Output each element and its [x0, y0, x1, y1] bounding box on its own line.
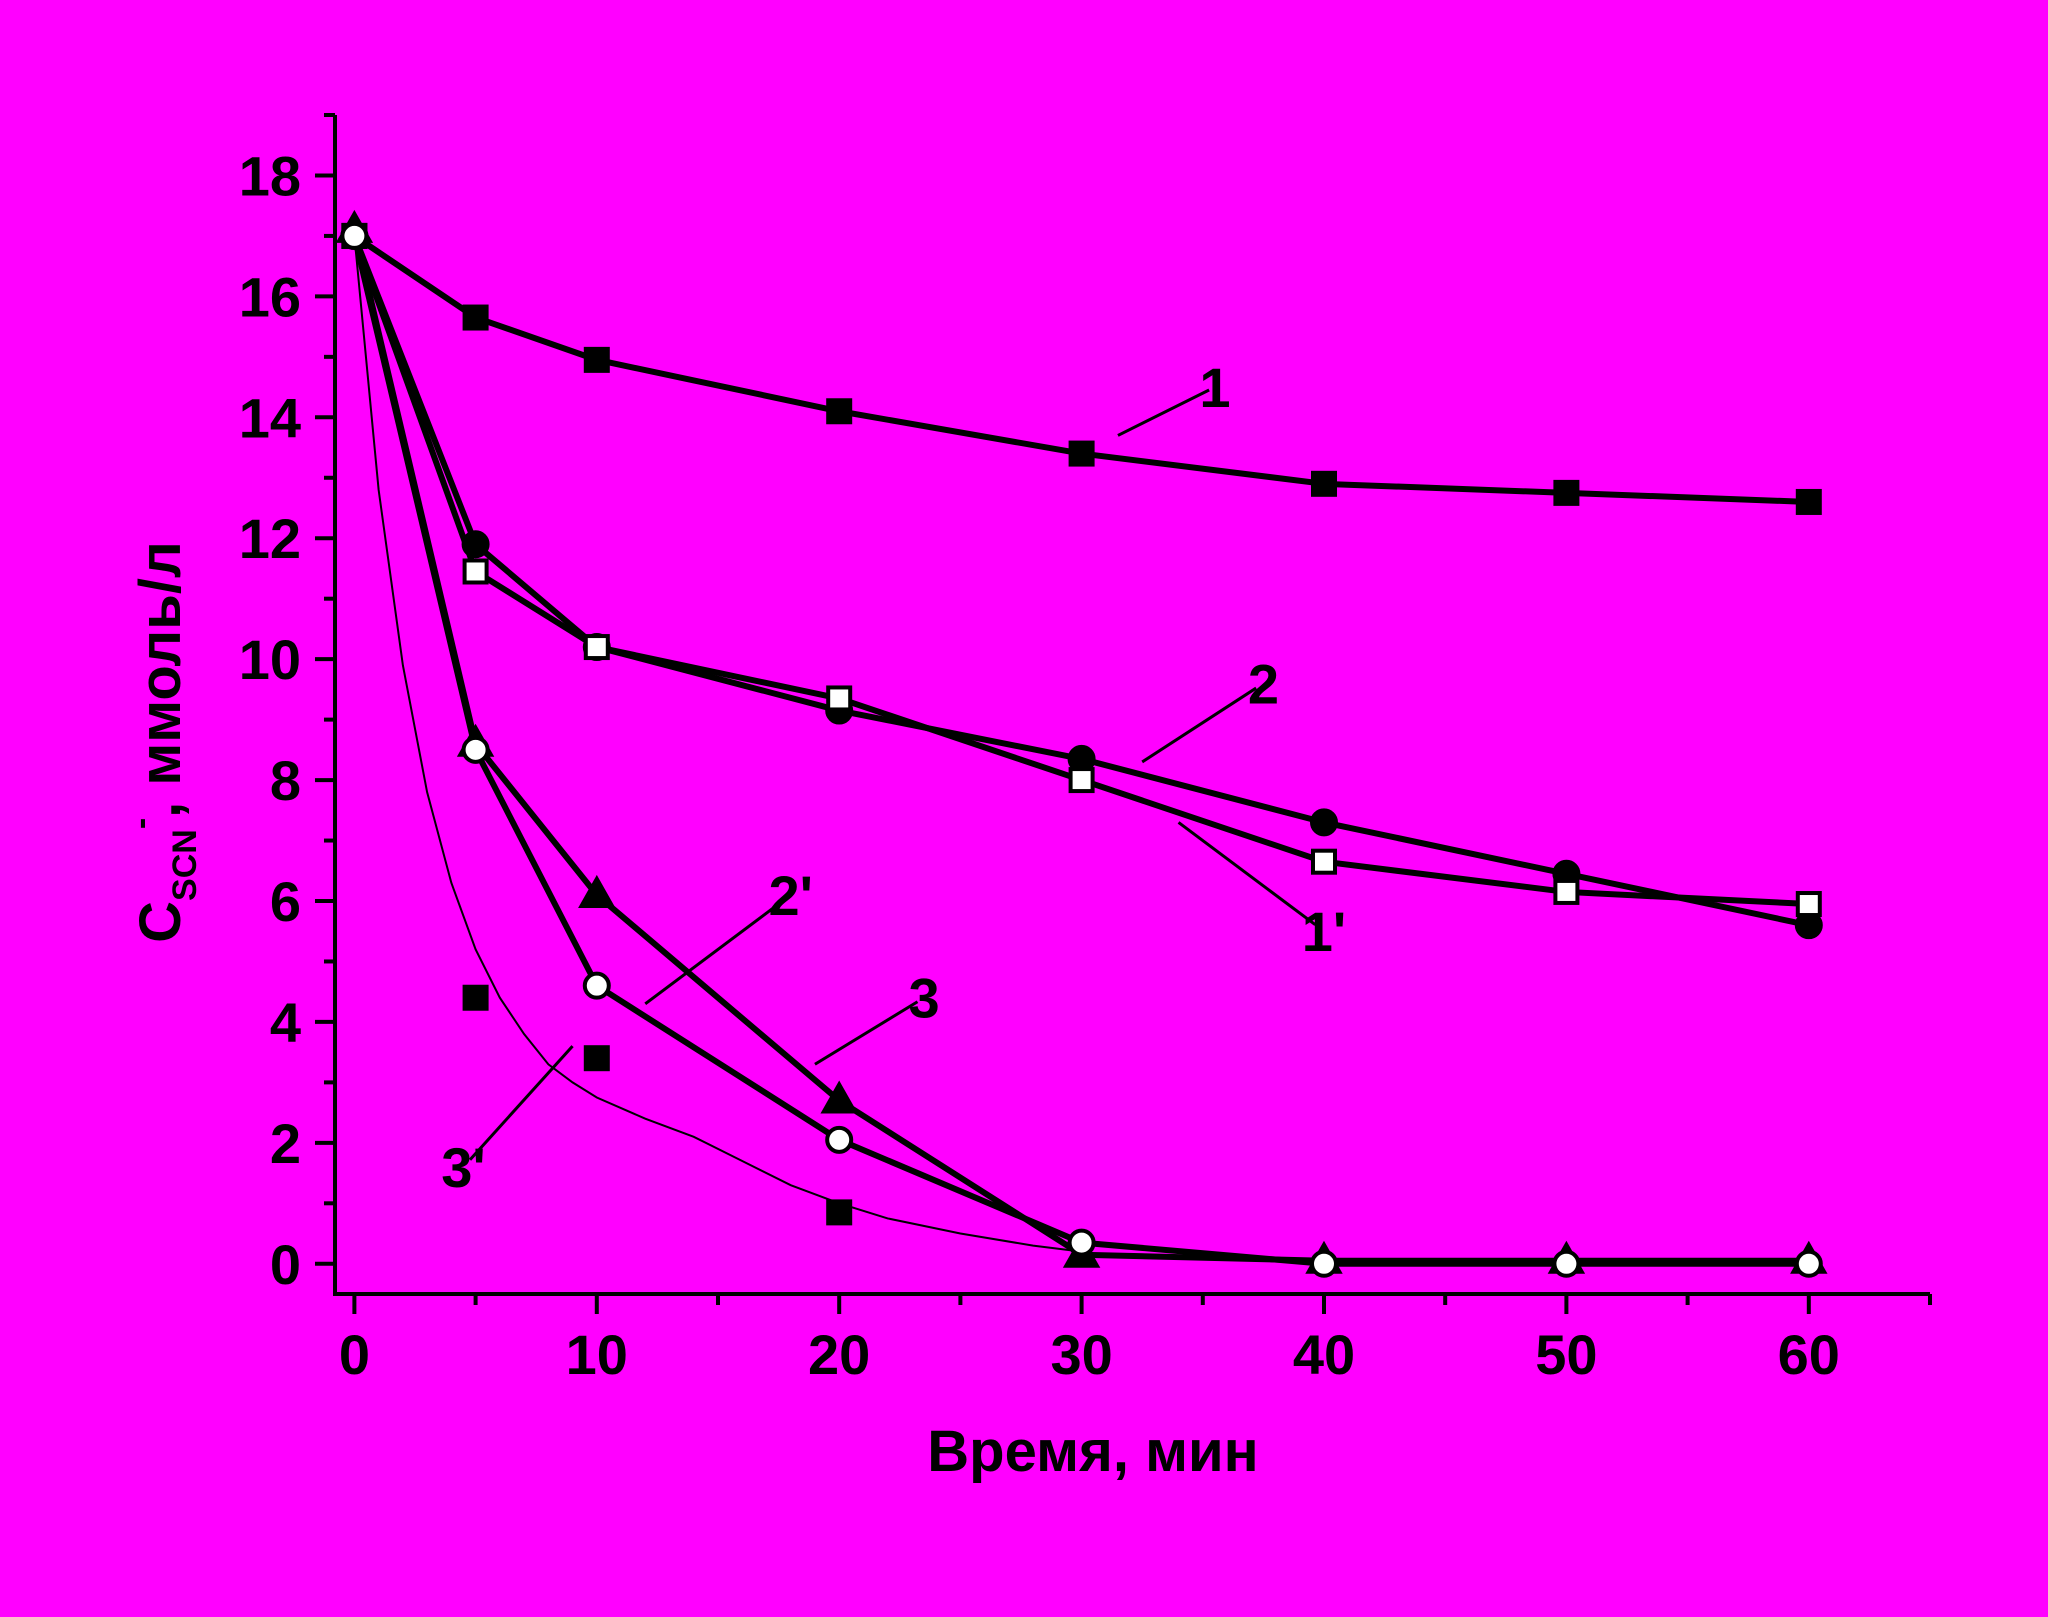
data-point-s3: [1310, 848, 1337, 875]
y-tick-label: 8: [270, 749, 301, 812]
x-tick-label: 10: [566, 1323, 628, 1386]
data-point-s1: [1068, 440, 1095, 467]
curve-label: 2: [1248, 652, 1279, 715]
data-point-s1: [462, 304, 489, 331]
y-axis-title: CSCN-, ммоль/л: [122, 541, 204, 943]
data-point-s1: [826, 398, 853, 425]
annotation-leader: [1177, 821, 1317, 926]
data-point-s6: [583, 1045, 610, 1072]
x-tick-label: 20: [808, 1323, 870, 1386]
series-line-4: [351, 229, 1809, 1264]
x-tick-label: 40: [1293, 1323, 1355, 1386]
data-point-s3: [826, 685, 853, 712]
fit-curve-3prime: [353, 235, 1082, 1253]
y-axis-title-rest: , ммоль/л: [128, 541, 193, 818]
data-point-s5: [1309, 1249, 1338, 1278]
y-tick-label: 18: [239, 144, 301, 207]
fit-curve-layer: [353, 235, 1082, 1253]
data-point-s3: [1068, 767, 1095, 794]
y-tick-label: 0: [270, 1233, 301, 1296]
x-tick-label: 0: [339, 1323, 370, 1386]
annotation-layer: 1 2 1' 3 2' 3': [441, 356, 1346, 1199]
data-point-s3: [583, 634, 610, 661]
y-axis-title-main: C: [128, 901, 193, 943]
curve-label: 3: [908, 967, 939, 1030]
data-point-s5: [1067, 1228, 1096, 1257]
data-point-s3: [1795, 891, 1822, 918]
annotation-leader: [814, 1000, 919, 1066]
data-point-s5: [1552, 1249, 1581, 1278]
y-tick-label: 6: [270, 870, 301, 933]
data-point-s2: [461, 530, 490, 559]
y-tick-label: 10: [239, 628, 301, 691]
series-line-2: [351, 234, 1810, 929]
y-axis-title-sub: SCN: [166, 829, 204, 901]
y-tick-label: 4: [270, 991, 301, 1054]
data-point-s5: [582, 971, 611, 1000]
curve-label: 1': [1302, 900, 1346, 963]
curve-label: 2': [768, 864, 812, 927]
data-point-s5: [825, 1125, 854, 1154]
data-point-s1: [1795, 488, 1822, 515]
x-tick-label: 30: [1050, 1323, 1112, 1386]
series-lines-layer: [351, 229, 1810, 1267]
series-line-5: [351, 235, 1809, 1267]
data-point-s4: [578, 874, 616, 908]
series-line-3: [351, 234, 1809, 908]
data-point-s3: [1553, 878, 1580, 905]
x-tick-label: 50: [1535, 1323, 1597, 1386]
data-point-s5: [340, 221, 369, 250]
annotation-leader: [1141, 686, 1257, 764]
x-axis-title: Время, мин: [927, 1419, 1258, 1484]
curve-label: 1: [1199, 356, 1230, 419]
annotation-leader: [644, 900, 783, 1005]
x-tick-label: 60: [1778, 1323, 1840, 1386]
data-point-s5: [461, 735, 490, 764]
y-tick-label: 12: [239, 507, 301, 570]
data-point-s1: [1553, 479, 1580, 506]
series-line-1: [352, 233, 1809, 505]
data-point-s1: [583, 346, 610, 373]
data-point-s5: [1794, 1249, 1823, 1278]
y-tick-label: 2: [270, 1112, 301, 1175]
data-point-s1: [1310, 470, 1337, 497]
annotation-leader: [468, 1045, 574, 1161]
y-tick-label: 14: [239, 386, 301, 449]
data-point-s2: [1309, 808, 1338, 837]
data-point-s3: [462, 558, 489, 585]
data-point-s6: [826, 1199, 853, 1226]
curve-label: 3': [441, 1136, 485, 1199]
data-point-s6: [462, 984, 489, 1011]
y-axis-title-sup: -: [122, 818, 160, 829]
annotation-leader: [1117, 388, 1210, 437]
markers-layer: [335, 209, 1828, 1278]
data-point-s4: [820, 1080, 858, 1114]
y-tick-label: 16: [239, 265, 301, 328]
